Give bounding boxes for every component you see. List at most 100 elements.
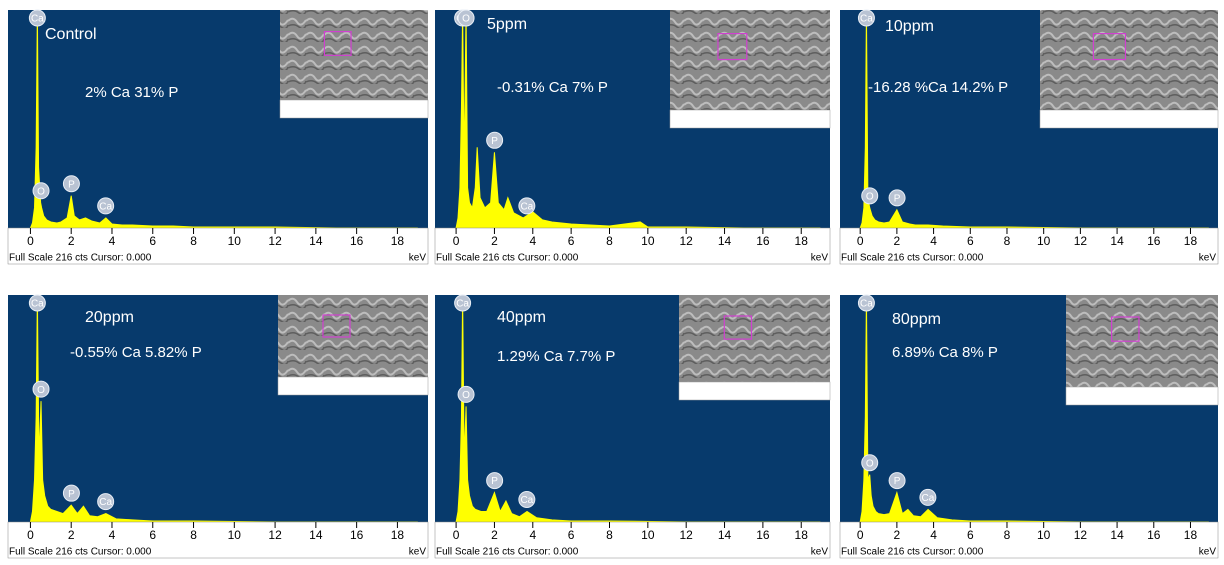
x-unit: keV <box>409 547 427 558</box>
x-tick-label: 12 <box>268 234 282 248</box>
sem-caption <box>1066 387 1218 405</box>
x-tick-label: 8 <box>190 528 197 542</box>
x-tick-label: 4 <box>930 528 937 542</box>
peak-label: Ca <box>31 14 44 25</box>
x-tick-label: 16 <box>350 234 364 248</box>
x-tick-label: 16 <box>350 528 364 542</box>
x-tick-label: 10 <box>1037 234 1051 248</box>
composition-note: -0.31% Ca 7% P <box>497 79 608 96</box>
x-tick-label: 0 <box>27 528 34 542</box>
peak-label: Ca <box>520 495 533 506</box>
sem-caption <box>280 100 428 118</box>
x-tick-label: 6 <box>149 234 156 248</box>
x-tick-label: 16 <box>756 528 770 542</box>
sem-caption <box>670 110 830 128</box>
x-tick-label: 16 <box>1147 528 1161 542</box>
x-tick-label: 4 <box>109 234 116 248</box>
x-tick-label: 8 <box>1004 528 1011 542</box>
peak-label: O <box>866 191 874 202</box>
x-tick-label: 12 <box>680 528 694 542</box>
x-unit: keV <box>811 547 829 558</box>
x-tick-label: 12 <box>1074 528 1088 542</box>
peak-label: P <box>68 489 75 500</box>
x-unit: keV <box>1199 547 1217 558</box>
x-tick-label: 14 <box>1110 528 1124 542</box>
x-tick-label: 18 <box>795 528 809 542</box>
x-unit: keV <box>811 253 829 264</box>
x-tick-label: 0 <box>857 528 864 542</box>
x-tick-label: 4 <box>529 234 536 248</box>
x-tick-label: 2 <box>68 234 75 248</box>
panel-title: 10ppm <box>885 18 934 35</box>
composition-note: 2% Ca 31% P <box>85 84 178 101</box>
peak-label: P <box>491 476 498 487</box>
x-tick-label: 16 <box>756 234 770 248</box>
peak-label: Ca <box>921 493 934 504</box>
peak-label: O <box>37 385 45 396</box>
peak-label: Ca <box>31 299 44 310</box>
peak-label: Ca <box>520 202 533 213</box>
composition-note: -16.28 %Ca 14.2% P <box>868 79 1008 96</box>
peak-label: P <box>68 179 75 190</box>
sem-caption <box>1040 110 1218 128</box>
sem-image <box>1066 295 1218 387</box>
x-tick-label: 14 <box>718 528 732 542</box>
sem-image <box>280 10 428 100</box>
x-tick-label: 6 <box>967 528 974 542</box>
footer-text: Full Scale 216 cts Cursor: 0.000 <box>841 547 984 558</box>
x-tick-label: 10 <box>1037 528 1051 542</box>
x-tick-label: 8 <box>606 528 613 542</box>
x-tick-label: 0 <box>453 234 460 248</box>
x-tick-label: 12 <box>680 234 694 248</box>
footer-text: Full Scale 216 cts Cursor: 0.000 <box>841 253 984 264</box>
sem-caption <box>278 377 428 395</box>
x-tick-label: 2 <box>491 528 498 542</box>
footer-text: Full Scale 216 cts Cursor: 0.000 <box>436 253 579 264</box>
x-tick-label: 0 <box>27 234 34 248</box>
x-tick-label: 12 <box>1074 234 1088 248</box>
panel-title: Control <box>45 26 97 43</box>
sem-image <box>670 10 830 110</box>
x-tick-label: 18 <box>795 234 809 248</box>
panel-title: 5ppm <box>487 16 527 33</box>
x-tick-label: 0 <box>453 528 460 542</box>
x-tick-label: 8 <box>190 234 197 248</box>
composition-note: 1.29% Ca 7.7% P <box>497 348 615 365</box>
footer-text: Full Scale 216 cts Cursor: 0.000 <box>9 253 152 264</box>
x-tick-label: 14 <box>309 234 323 248</box>
x-tick-label: 14 <box>718 234 732 248</box>
x-tick-label: 18 <box>1184 528 1198 542</box>
x-tick-label: 18 <box>391 528 405 542</box>
peak-label: O <box>37 186 45 197</box>
x-tick-label: 10 <box>641 528 655 542</box>
x-tick-label: 2 <box>894 528 901 542</box>
peak-label: O <box>866 458 874 469</box>
x-tick-label: 4 <box>930 234 937 248</box>
sem-image <box>278 295 428 377</box>
peak-label: Ca <box>99 202 112 213</box>
x-tick-label: 6 <box>568 234 575 248</box>
x-tick-label: 0 <box>857 234 864 248</box>
peak-label: P <box>491 136 498 147</box>
x-tick-label: 14 <box>309 528 323 542</box>
x-tick-label: 18 <box>1184 234 1198 248</box>
composition-note: -0.55% Ca 5.82% P <box>70 344 202 361</box>
x-tick-label: 4 <box>529 528 536 542</box>
x-tick-label: 6 <box>568 528 575 542</box>
footer-text: Full Scale 216 cts Cursor: 0.000 <box>9 547 152 558</box>
sem-image <box>679 295 830 382</box>
peak-label: Ca <box>860 14 873 25</box>
panel-title: 80ppm <box>892 311 941 328</box>
x-unit: keV <box>409 253 427 264</box>
x-tick-label: 12 <box>268 528 282 542</box>
x-tick-label: 2 <box>68 528 75 542</box>
x-unit: keV <box>1199 253 1217 264</box>
x-tick-label: 2 <box>894 234 901 248</box>
x-tick-label: 10 <box>641 234 655 248</box>
x-tick-label: 8 <box>1004 234 1011 248</box>
x-tick-label: 2 <box>491 234 498 248</box>
x-tick-label: 18 <box>391 234 405 248</box>
peak-label: Ca <box>99 497 112 508</box>
x-tick-label: 10 <box>228 234 242 248</box>
figure: CaOPCaControl2% Ca 31% P024681012141618F… <box>0 0 1224 565</box>
